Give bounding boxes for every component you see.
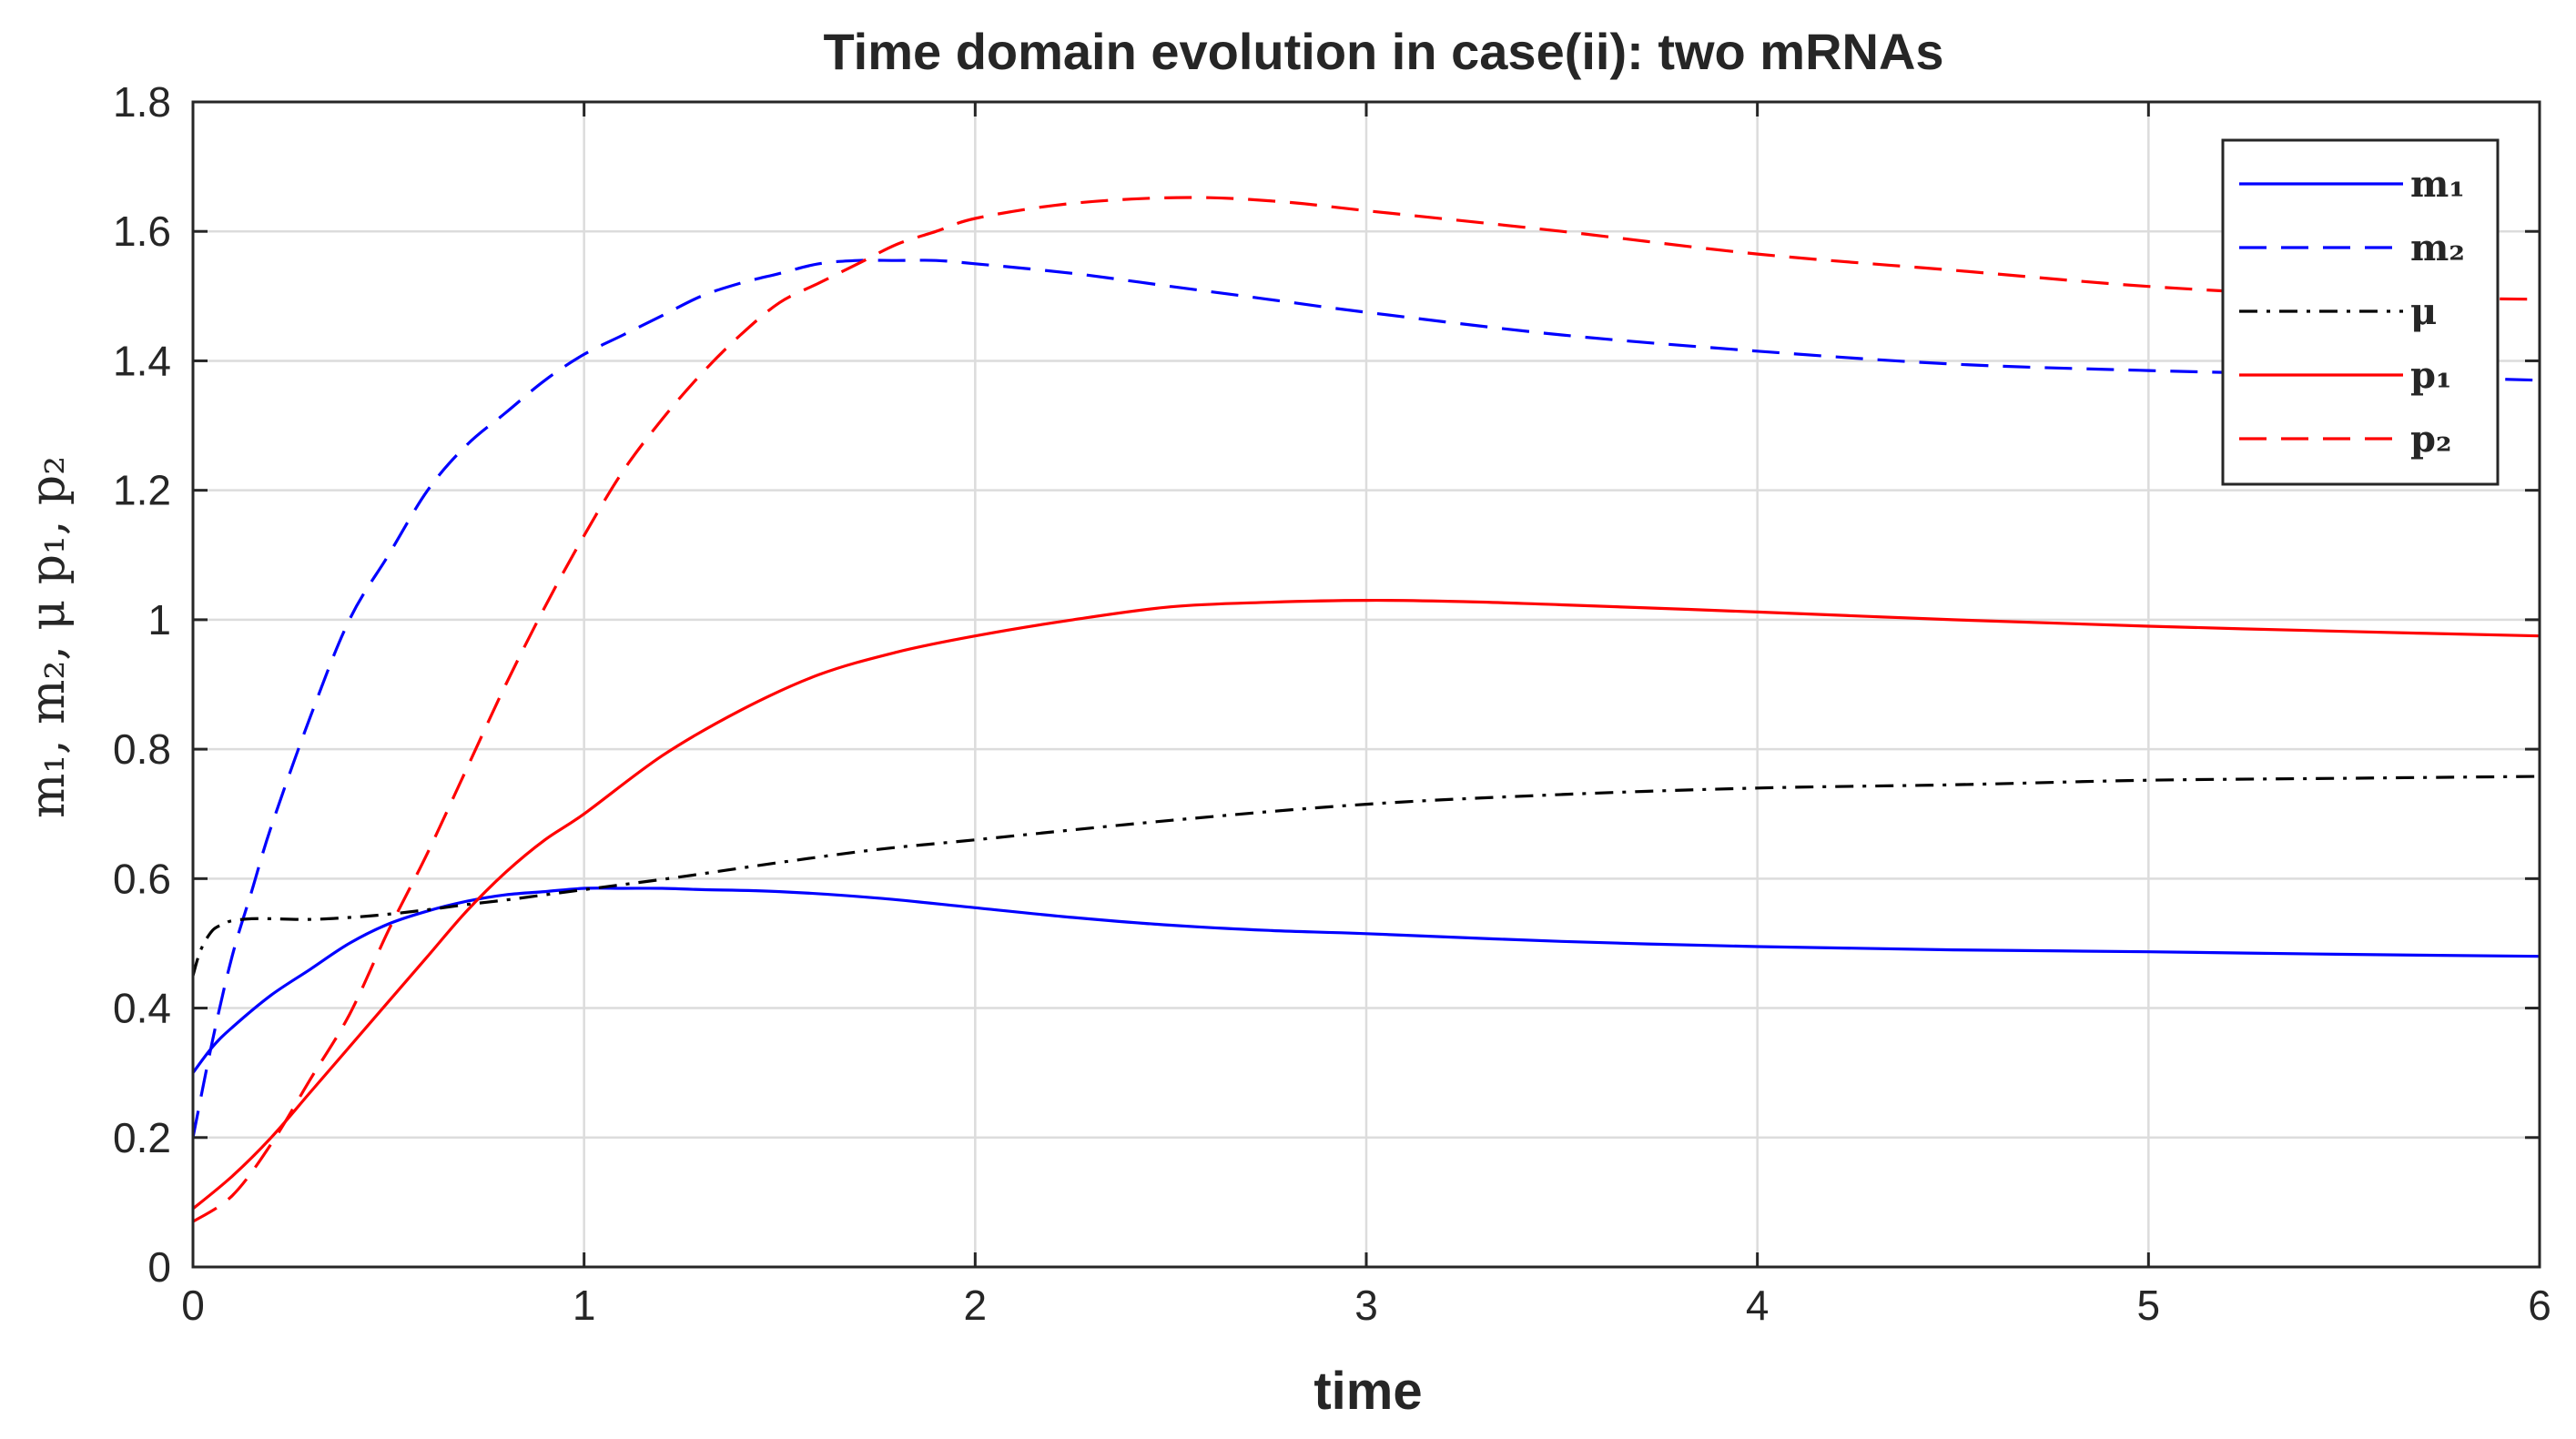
legend-label: p₂ [2410,418,2452,461]
chart-title: Time domain evolution in case(ii): two m… [823,23,1943,80]
series-line-0 [191,887,2541,1074]
x-tick-label: 6 [2528,1282,2551,1329]
series-line-3 [191,598,2541,1211]
y-tick-label: 1.6 [113,208,171,255]
x-axis-label: time [1313,1362,1422,1421]
y-tick-label: 0 [147,1243,171,1291]
grid [193,102,2540,1267]
series-line-4 [192,196,2541,1223]
legend-label: m₁ [2410,163,2465,206]
y-tick-label: 1.8 [113,78,171,126]
legend-label: m₂ [2410,227,2465,269]
y-tick-label: 1.2 [113,467,171,514]
x-tick-label: 0 [181,1282,205,1329]
legend-label: μ [2410,290,2437,333]
y-tick-label: 0.8 [113,725,171,773]
x-tick-label: 3 [1354,1282,1378,1329]
series-group [191,196,2541,1223]
series-line-1 [191,258,2541,1139]
y-tick-label: 1.4 [113,337,171,384]
y-tick-label: 0.2 [113,1114,171,1161]
legend-label: p₁ [2410,354,2452,397]
y-tick-label: 1 [147,596,171,643]
x-tick-label: 4 [1746,1282,1770,1329]
legend: m₁ m₂ μ p₁ p₂ [2221,138,2500,486]
ticks: 0 1 2 3 4 5 6 0 0.2 0.4 0.6 0.8 1 1.2 1.4 1.6 1.8 [113,78,2551,1329]
y-tick-label: 0.4 [113,985,171,1032]
x-tick-label: 5 [2137,1282,2161,1329]
y-axis-label: m₁, m₂, μ p₁, p₂ [21,456,76,818]
x-tick-label: 1 [573,1282,596,1329]
x-tick-label: 2 [964,1282,988,1329]
series-line-2 [191,775,2541,977]
y-tick-label: 0.6 [113,855,171,902]
